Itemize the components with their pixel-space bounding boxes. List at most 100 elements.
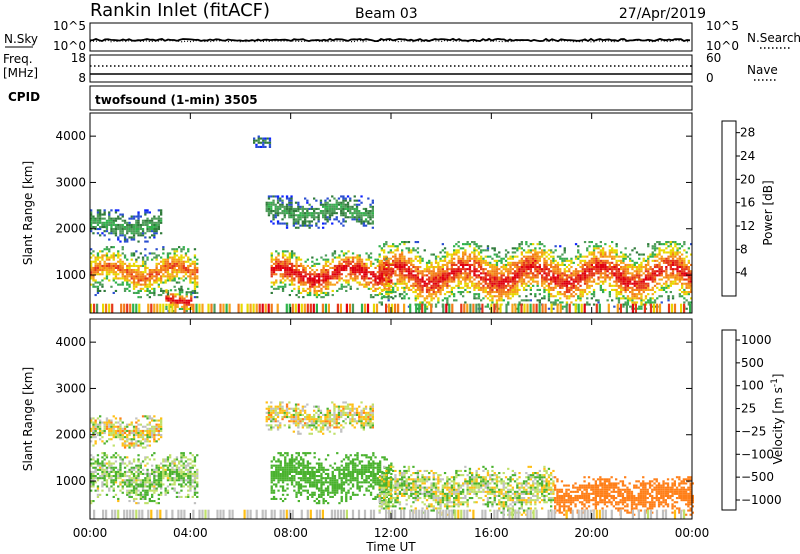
heatmap-cell	[114, 232, 118, 235]
heatmap-cell	[117, 454, 120, 457]
heatmap-cell	[290, 281, 294, 284]
heatmap-cell	[513, 255, 517, 258]
heatmap-cell	[559, 291, 562, 294]
heatmap-cell	[135, 281, 138, 284]
heatmap-cell	[180, 266, 183, 269]
heatmap-cell	[683, 257, 686, 260]
heatmap-cell	[157, 226, 160, 229]
heatmap-cell	[626, 297, 630, 300]
heatmap-cell	[407, 261, 411, 264]
heatmap-cell	[437, 282, 440, 285]
heatmap-cell	[119, 283, 122, 286]
heatmap-cell	[498, 251, 501, 254]
heatmap-cell	[162, 470, 165, 473]
heatmap-cell	[597, 259, 600, 262]
heatmap-cell	[401, 261, 404, 264]
heatmap-cell	[313, 271, 316, 274]
heatmap-cell	[394, 284, 397, 287]
heatmap-cell	[171, 271, 174, 274]
heatmap-cell	[624, 282, 627, 285]
heatmap-cell	[656, 286, 659, 289]
heatmap-cell	[482, 284, 485, 287]
heatmap-cell	[471, 241, 474, 244]
heatmap-cell	[616, 303, 619, 313]
heatmap-cell	[556, 282, 560, 285]
heatmap-cell	[103, 464, 106, 467]
heatmap-cell	[110, 466, 113, 469]
heatmap-cell	[500, 288, 503, 291]
heatmap-cell	[437, 274, 440, 277]
heatmap-cell	[344, 214, 347, 217]
heatmap-cell	[174, 293, 177, 296]
heatmap-cell	[114, 479, 118, 482]
heatmap-cell	[586, 268, 589, 271]
heatmap-cell	[499, 303, 502, 313]
heatmap-cell	[270, 210, 273, 213]
heatmap-cell	[441, 274, 444, 277]
heatmap-cell	[527, 245, 530, 248]
heatmap-cell	[631, 268, 634, 271]
heatmap-cell	[121, 491, 124, 494]
heatmap-cell	[550, 270, 553, 273]
heatmap-cell	[144, 493, 147, 496]
heatmap-cell	[356, 262, 359, 265]
heatmap-cell	[290, 210, 293, 213]
heatmap-cell	[288, 216, 291, 219]
heatmap-cell	[110, 477, 113, 480]
heatmap-cell	[96, 273, 100, 276]
heatmap-cell	[520, 259, 523, 262]
heatmap-cell	[123, 483, 127, 486]
heatmap-cell	[171, 269, 174, 272]
heatmap-cell	[336, 266, 339, 269]
heatmap-cell	[592, 295, 596, 298]
heatmap-cell	[304, 269, 307, 272]
heatmap-cell	[132, 500, 136, 503]
freq-left-label-1: Freq.	[3, 52, 33, 66]
heatmap-cell	[146, 475, 149, 478]
heatmap-cell	[301, 214, 304, 217]
heatmap-cell	[439, 274, 442, 277]
heatmap-cell	[311, 281, 314, 284]
heatmap-cell	[441, 299, 444, 302]
heatmap-cell	[619, 303, 622, 313]
heatmap-cell	[130, 258, 133, 261]
heatmap-cell	[137, 264, 140, 267]
heatmap-cell	[117, 475, 120, 478]
heatmap-cell	[504, 266, 508, 269]
heatmap-cell	[96, 262, 100, 265]
heatmap-cell	[667, 299, 670, 302]
heatmap-cell	[660, 259, 663, 262]
heatmap-cell	[500, 286, 503, 289]
heatmap-cell	[157, 464, 160, 467]
heatmap-cell	[157, 219, 160, 222]
heatmap-cell	[453, 286, 456, 289]
heatmap-cell	[611, 257, 614, 260]
heatmap-cell	[608, 291, 611, 294]
heatmap-cell	[493, 272, 496, 275]
heatmap-cell	[529, 257, 532, 260]
heatmap-cell	[568, 280, 571, 283]
heatmap-cell	[434, 266, 438, 269]
heatmap-cell	[556, 270, 560, 273]
heatmap-cell	[513, 276, 517, 279]
heatmap-cell	[275, 264, 278, 267]
heatmap-cell	[598, 303, 601, 313]
heatmap-cell	[633, 284, 636, 287]
heatmap-cell	[90, 219, 93, 222]
heatmap-cell	[428, 288, 431, 291]
heatmap-cell	[333, 212, 336, 215]
heatmap-cell	[155, 475, 158, 478]
heatmap-cell	[690, 291, 693, 294]
heatmap-cell	[189, 262, 192, 265]
heatmap-cell	[331, 266, 334, 269]
heatmap-cell	[311, 260, 314, 263]
heatmap-cell	[462, 272, 465, 275]
heatmap-cell	[331, 214, 334, 217]
heatmap-cell	[105, 479, 109, 482]
heatmap-cell	[90, 223, 93, 226]
heatmap-cell	[297, 281, 300, 284]
heatmap-cell	[394, 257, 397, 260]
heatmap-cell	[396, 278, 399, 281]
heatmap-cell	[178, 246, 181, 249]
heatmap-cell	[148, 273, 151, 276]
